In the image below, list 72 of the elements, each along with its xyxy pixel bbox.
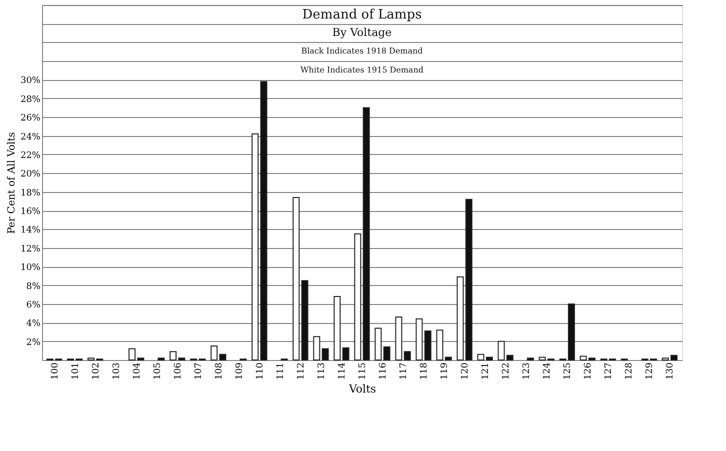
x-tick-label: 111 [276,362,286,380]
y-tick-label: 26% [20,114,41,124]
x-tick-label: 128 [624,362,635,380]
bar [362,107,370,360]
bar [252,133,259,360]
annotation: White Indicates 1915 Demand [300,65,424,74]
bar [260,81,268,360]
x-tick-label: 121 [481,362,492,380]
y-tick-label: 10% [20,263,41,274]
y-tick-label: 18% [20,188,41,198]
bar [301,280,308,360]
bar [424,330,432,360]
bar [465,198,472,360]
x-tick-label: 120 [460,362,471,380]
bar [313,336,320,360]
x-tick-label: 109 [234,362,245,380]
y-tick-label: 12% [20,244,41,254]
bar [404,351,411,360]
x-tick-label: 116 [378,362,389,380]
text: By Voltage [332,26,392,40]
x-tick-label: 102 [91,362,102,380]
annotation: Black Indicates 1918 Demand [301,46,423,56]
bar [334,296,341,360]
bar [374,328,382,360]
y-tick-label: 30% [20,76,41,86]
x-tick-label: 108 [214,362,224,380]
x-tick-label: 118 [420,362,430,380]
x-tick-label: 117 [399,362,410,380]
x-tick-label: 106 [173,362,184,380]
x-tick-label: 114 [337,362,348,380]
y-tick-label: 6% [26,300,41,310]
y-tick-label: 4% [26,319,41,330]
bar [395,316,402,360]
y-tick-label: 20% [20,170,41,180]
bar [436,330,444,360]
x-tick-label: 112 [296,362,306,380]
bar [383,346,390,360]
x-tick-label: 126 [584,362,594,380]
bar [354,233,362,360]
x-tick-label: 100 [50,362,60,380]
y-tick-label: 16% [20,207,41,218]
x-tick-label: 115 [358,362,368,380]
y-tick-label: 22% [20,150,41,161]
bar [342,347,350,360]
bar [292,196,300,360]
chart-title: Demand of Lamps [302,7,422,22]
bar [416,318,423,360]
x-tick-label: 123 [522,362,532,380]
x-axis-title: Volts [348,382,376,396]
y-tick-label: 14% [20,226,41,236]
y-tick-label: 28% [20,94,41,105]
bar [322,348,329,360]
x-tick-label: 101 [70,362,81,380]
x-tick-label: 125 [563,362,574,380]
x-tick-label: 124 [542,362,553,380]
y-axis-title: Per Cent of All Volts [6,132,18,234]
x-tick-label: 107 [194,362,204,380]
y-tick-label: 8% [26,282,41,292]
x-tick-label: 130 [666,362,676,380]
x-tick-label: 129 [645,362,656,380]
y-tick-label: 24% [20,132,41,142]
y-tick-label: 2% [26,338,41,348]
x-tick-label: 110 [255,362,266,380]
x-tick-label: 127 [604,362,614,380]
x-tick-label: 104 [132,362,142,380]
bar [444,356,452,360]
x-tick-label: 105 [152,362,163,380]
bar [456,276,464,360]
x-tick-label: 119 [440,362,450,380]
x-tick-label: 103 [112,362,122,380]
x-tick-label: 113 [316,362,327,380]
x-tick-label: 122 [502,362,512,380]
